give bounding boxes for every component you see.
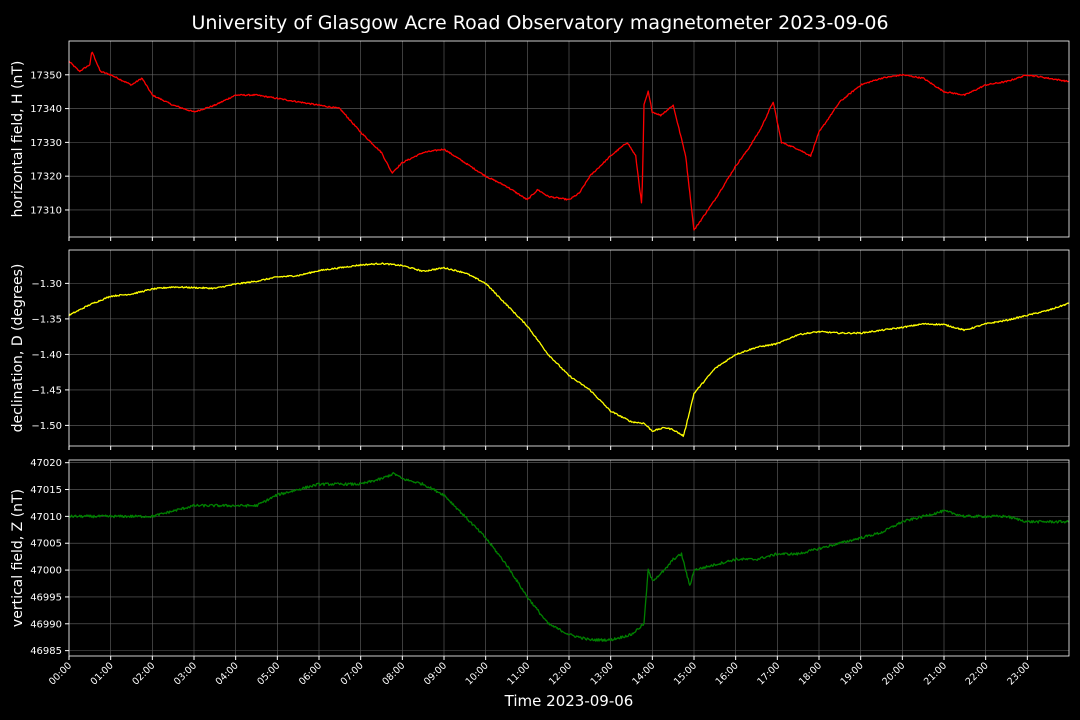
y-tick-label: 47010: [30, 512, 62, 523]
y-tick-label: −1.50: [31, 421, 62, 432]
y-tick-label: 17320: [30, 172, 62, 183]
vertical-field-y-axis-label: vertical field, Z (nT): [10, 489, 26, 627]
vertical-field-series-line: [68, 471, 1070, 642]
horizontal-field-y-axis-label: horizontal field, H (nT): [10, 61, 26, 218]
y-tick-label: −1.30: [31, 279, 62, 290]
y-tick-label: 46985: [30, 646, 62, 657]
figure-title: University of Glasgow Acre Road Observat…: [191, 12, 888, 34]
y-tick-label: 46990: [30, 619, 62, 630]
x-axis-label: Time 2023-09-06: [504, 692, 634, 710]
declination-panel: −1.30 −1.35 −1.40 −1.45 −1.50 declination, D …: [10, 249, 1070, 450]
y-tick-label: 17340: [30, 104, 62, 115]
y-tick-label: 47020: [30, 458, 62, 469]
y-tick-label: 46995: [30, 592, 62, 603]
vertical-field-axes-frame: [68, 459, 1070, 657]
y-tick-label: −1.40: [31, 350, 62, 361]
horizontal-field-series-line: [68, 51, 1070, 231]
declination-axes-frame: [68, 249, 1070, 447]
y-tick-label: 47005: [30, 539, 62, 550]
horizontal-field-panel: 17310 17320 17330 17340 17350 horizontal fiel…: [10, 40, 1070, 241]
y-tick-label: −1.35: [31, 314, 62, 325]
y-tick-label: 17330: [30, 138, 62, 149]
y-tick-label: −1.45: [31, 385, 62, 396]
y-tick-label: 47000: [30, 566, 62, 577]
declination-series-line: [68, 262, 1070, 438]
y-tick-label: 17350: [30, 70, 62, 81]
declination-y-axis-label: declination, D (degrees): [10, 264, 26, 433]
horizontal-field-axes-frame: [68, 40, 1070, 238]
y-tick-label: 47015: [30, 485, 62, 496]
y-tick-label: 17310: [30, 205, 62, 216]
